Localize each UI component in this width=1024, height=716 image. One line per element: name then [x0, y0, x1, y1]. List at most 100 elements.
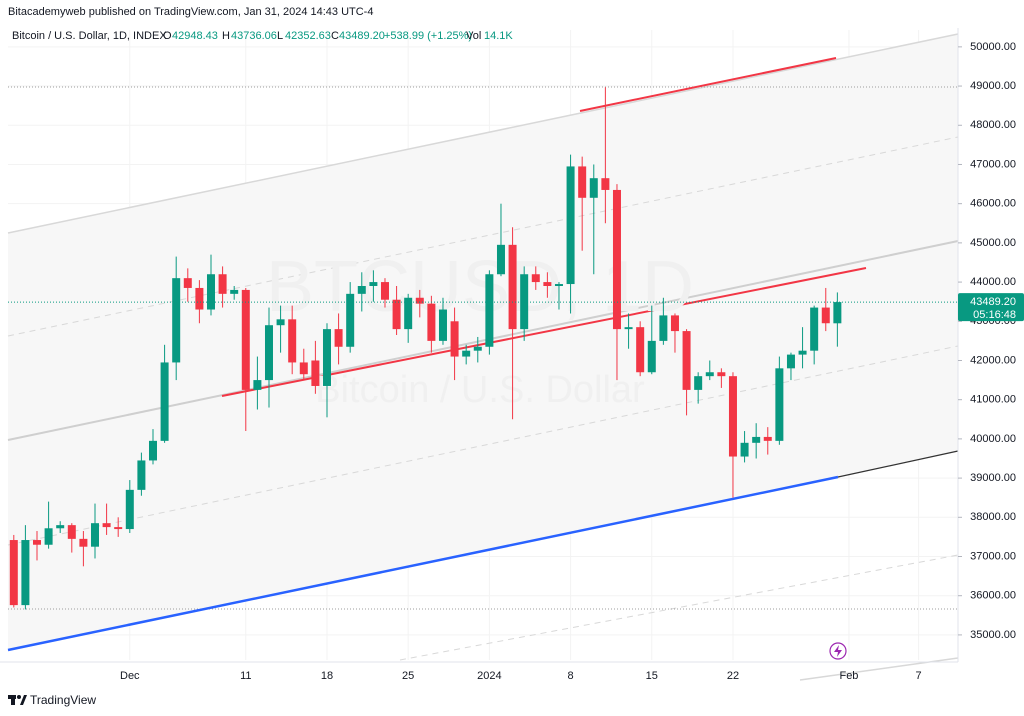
candle-body [56, 525, 65, 529]
candle-body [798, 350, 807, 355]
candle-body [299, 362, 308, 375]
candle-body [195, 287, 204, 310]
ohlc-value: 43736.06 [231, 30, 277, 42]
candle-body [462, 350, 471, 357]
y-tick-label: 46000.00 [970, 198, 1016, 210]
candle-body [90, 523, 99, 547]
candle-body [752, 436, 761, 443]
y-tick-label: 38000.00 [970, 511, 1016, 523]
ohlc-label: O [163, 30, 172, 42]
vol-label: Vol [466, 30, 481, 42]
y-tick-label: 35000.00 [970, 629, 1016, 641]
trend-line-red [579, 57, 837, 112]
symbol: Bitcoin / U.S. Dollar, 1D, INDEX [12, 30, 167, 42]
candle-body [566, 166, 575, 285]
candle-body [334, 329, 343, 347]
y-tick-label: 40000.00 [970, 433, 1016, 445]
x-tick-label: 25 [402, 670, 414, 682]
ohlc-value: 43489.20 [339, 30, 385, 42]
candle-body [485, 274, 494, 347]
candle-body [508, 244, 517, 330]
channel-quarter [7, 345, 959, 546]
candle-body [624, 327, 633, 330]
candle-body [67, 525, 76, 539]
countdown: 05:16:48 [973, 309, 1016, 321]
candle-body [114, 527, 123, 530]
x-tick-label: 18 [321, 670, 333, 682]
candle-body [392, 299, 401, 330]
trend-line-blue [7, 475, 839, 652]
x-tick-label: Feb [839, 670, 858, 682]
candle-body [9, 540, 18, 606]
candle-body [276, 319, 285, 326]
candle-body [288, 319, 297, 363]
channel-fill [8, 34, 958, 650]
candle-body [717, 372, 726, 377]
change: +538.99 (+1.25%) [384, 30, 472, 42]
channel-top [7, 33, 959, 234]
x-tick-label: Dec [120, 670, 140, 682]
candle-body [183, 278, 192, 288]
candle-body [125, 489, 134, 530]
candle-body [427, 303, 436, 341]
candle-body [346, 293, 355, 347]
candle-body [206, 274, 215, 310]
candle-body [32, 540, 41, 545]
last-price-label: 43489.20 [970, 296, 1016, 308]
candle-body [682, 331, 691, 390]
candle-body [357, 285, 366, 294]
x-tick-label: 15 [646, 670, 658, 682]
candle-body [543, 282, 552, 286]
candle-body [230, 289, 239, 294]
candle-body [473, 346, 482, 351]
last-price-box [958, 293, 1024, 322]
candle-body [589, 178, 598, 198]
candle-body [775, 368, 784, 441]
candle-body [369, 282, 378, 286]
candle-body [636, 327, 645, 373]
candle-body [740, 442, 749, 457]
y-tick-label: 45000.00 [970, 237, 1016, 249]
candle-body [612, 189, 621, 330]
candle-body [311, 360, 320, 386]
event-icon-bolt [834, 645, 842, 657]
event-icon[interactable] [829, 642, 847, 660]
x-tick-label: 8 [568, 670, 574, 682]
candle-body [694, 376, 703, 390]
candle-body [148, 440, 157, 461]
y-tick-label: 44000.00 [970, 276, 1016, 288]
x-tick-label: 2024 [477, 670, 501, 682]
y-tick-label: 48000.00 [970, 119, 1016, 131]
watermark: BTCUSD, 1D [266, 247, 694, 327]
y-tick-label: 39000.00 [970, 472, 1016, 484]
y-tick-label: 50000.00 [970, 41, 1016, 53]
candle-body [821, 307, 830, 324]
candle-body [705, 372, 714, 377]
brand-logo [8, 695, 27, 705]
ohlc-label: H [222, 30, 230, 42]
x-tick-label: 22 [727, 670, 739, 682]
candle-body [21, 540, 30, 606]
candle-body [264, 325, 273, 381]
candle-body [659, 315, 668, 341]
candle-body [496, 244, 505, 275]
candle-body [415, 297, 424, 304]
y-tick-label: 47000.00 [970, 158, 1016, 170]
candle-body [670, 315, 679, 332]
candle-body [438, 309, 447, 341]
candle-body [786, 354, 795, 369]
candles [9, 87, 842, 610]
candle-body [450, 321, 459, 357]
y-tick-label: 41000.00 [970, 394, 1016, 406]
candle-body [380, 282, 389, 300]
candle-body [79, 538, 88, 547]
candle-body [763, 436, 772, 441]
candle-body [601, 178, 610, 190]
candle-body [554, 284, 563, 286]
candle-body [404, 297, 413, 330]
candle-body [172, 278, 181, 363]
y-tick-label: 42000.00 [970, 354, 1016, 366]
candle-body [102, 523, 111, 528]
candle-body [322, 329, 331, 386]
